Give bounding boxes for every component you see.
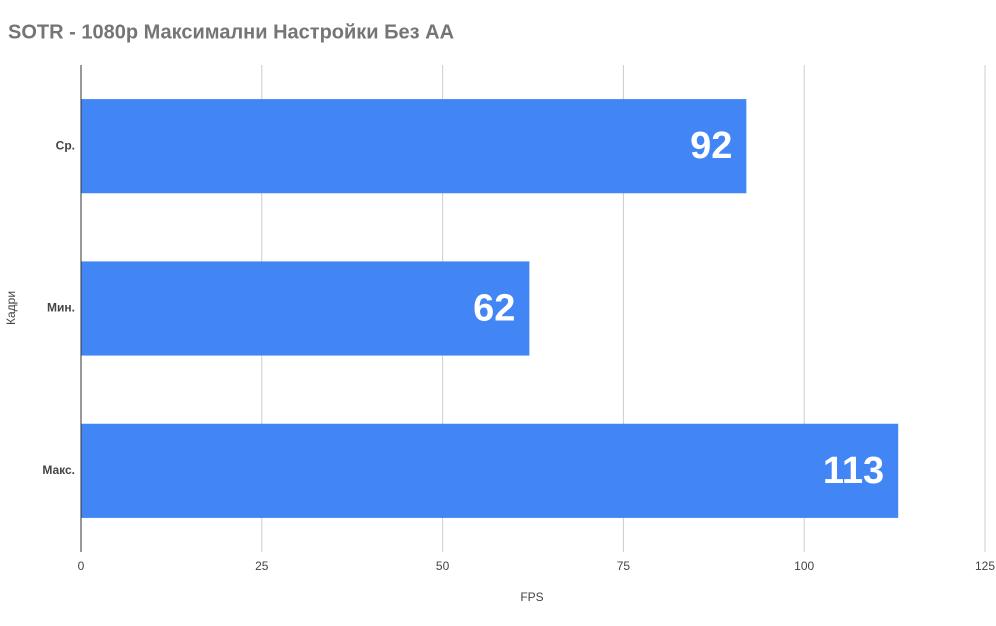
data-label: 113 (823, 450, 884, 492)
y-tick-label: Ср. (56, 138, 75, 152)
y-tick-label: Мин. (47, 301, 75, 315)
x-tick-label: 25 (255, 559, 269, 573)
data-label: 92 (690, 125, 732, 167)
bar (81, 99, 747, 194)
x-tick-label: 0 (78, 559, 85, 573)
bar (81, 423, 899, 518)
x-axis-label: FPS (520, 590, 543, 604)
x-tick-label: 100 (794, 559, 814, 573)
x-tick-label: 125 (975, 559, 995, 573)
bar (81, 261, 530, 356)
y-tick-label: Макс. (42, 463, 75, 477)
y-axis-label: Кадри (4, 291, 18, 325)
x-tick-label: 50 (436, 559, 450, 573)
data-label: 62 (473, 288, 515, 330)
chart-title: SOTR - 1080p Максимални Настройки Без АА (8, 21, 454, 43)
x-tick-label: 75 (617, 559, 631, 573)
